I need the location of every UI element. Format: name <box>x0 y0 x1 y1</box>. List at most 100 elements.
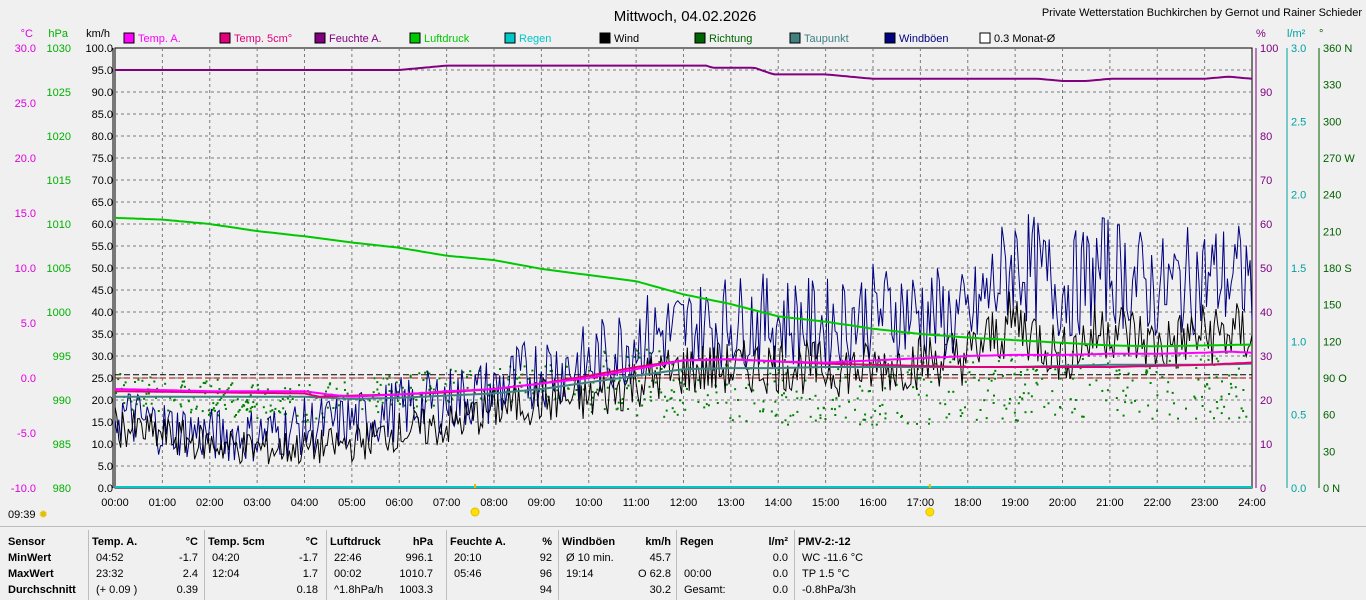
direction-point <box>988 377 990 380</box>
x-tick-label: 01:00 <box>149 497 177 509</box>
axis-tick-label: 180 S <box>1323 263 1352 275</box>
direction-point <box>1242 410 1245 412</box>
direction-point <box>672 379 675 382</box>
direction-point <box>614 387 617 390</box>
stats-block-head: Luftdruck <box>330 536 381 548</box>
x-tick-label: 04:00 <box>291 497 319 509</box>
direction-point <box>838 405 841 408</box>
direction-point <box>986 389 989 392</box>
stats-table: Sensor MinWert MaxWert Durchschnitt Temp. A.… <box>0 528 1366 600</box>
stats-block-head: Windböen <box>562 536 616 548</box>
direction-point <box>916 422 918 425</box>
stats-row-label: Sensor <box>8 536 46 548</box>
direction-point <box>858 385 861 388</box>
direction-point <box>327 386 330 389</box>
stats-block-head: Regen <box>680 536 714 548</box>
direction-point <box>1024 383 1027 386</box>
direction-point <box>382 377 385 380</box>
direction-point <box>179 403 182 406</box>
direction-point <box>205 380 208 383</box>
direction-point <box>1130 401 1133 404</box>
direction-point <box>615 408 618 411</box>
direction-point <box>952 358 955 361</box>
direction-point <box>279 411 282 414</box>
direction-point <box>715 391 718 394</box>
direction-point <box>896 411 899 414</box>
direction-point <box>542 389 545 392</box>
direction-point <box>1024 411 1027 414</box>
direction-point <box>249 407 252 410</box>
direction-point <box>248 410 251 413</box>
direction-point <box>251 384 254 387</box>
sun-marker-icon-sunrise <box>470 507 480 517</box>
direction-point <box>1215 376 1218 379</box>
direction-point <box>396 399 399 402</box>
legend-swatch <box>979 32 991 44</box>
direction-point <box>180 386 183 389</box>
direction-point <box>249 394 252 397</box>
axis-tick-label: 55.0 <box>92 241 113 253</box>
direction-point <box>1215 401 1218 403</box>
direction-point <box>725 383 728 386</box>
direction-point <box>1220 398 1223 401</box>
axis-tick-label: 980 <box>53 483 71 495</box>
direction-point <box>753 402 756 405</box>
direction-point <box>972 361 975 364</box>
direction-point <box>621 402 623 405</box>
direction-point <box>521 373 524 376</box>
direction-point <box>135 403 138 406</box>
direction-point <box>935 362 938 365</box>
direction-point <box>734 388 737 391</box>
direction-point <box>117 378 120 381</box>
direction-point <box>250 386 253 389</box>
direction-point <box>324 394 327 397</box>
stats-cell-value: 1.7 <box>302 568 318 580</box>
stats-cell-value: 96 <box>539 568 552 580</box>
direction-point <box>835 397 838 400</box>
direction-point <box>430 387 433 390</box>
direction-point <box>716 402 719 404</box>
direction-point <box>775 413 778 416</box>
direction-point <box>707 404 710 407</box>
axis-tick-label: 3.0 <box>1291 43 1306 55</box>
axis-tick-label: 300 <box>1323 116 1341 128</box>
direction-point <box>1220 412 1223 415</box>
direction-point <box>731 419 734 422</box>
direction-point <box>922 378 925 381</box>
direction-point <box>337 404 340 407</box>
direction-point <box>134 381 136 383</box>
axis-tick-label: 20.0 <box>92 395 113 407</box>
direction-point <box>224 407 227 410</box>
legend-swatch <box>409 32 421 44</box>
stats-block-head: Temp. A. <box>92 536 138 548</box>
direction-point <box>869 362 872 365</box>
direction-point <box>705 403 708 406</box>
direction-point <box>762 408 765 411</box>
axis-tick-label: 985 <box>53 439 71 451</box>
direction-point <box>425 377 428 380</box>
direction-point <box>874 409 877 412</box>
direction-point <box>418 372 421 375</box>
direction-point <box>1027 392 1030 395</box>
direction-point <box>279 400 282 402</box>
direction-point <box>1168 359 1171 362</box>
direction-point <box>524 391 527 394</box>
direction-point <box>444 382 447 385</box>
x-tick-label: 09:00 <box>528 497 556 509</box>
direction-point <box>187 400 190 403</box>
direction-point <box>344 389 346 391</box>
axis-tick-label: 95.0 <box>92 65 113 77</box>
direction-point <box>346 392 349 395</box>
direction-point <box>997 360 1000 363</box>
direction-point <box>265 411 268 414</box>
axis-unit-label: % <box>1256 28 1266 40</box>
axis-tick-label: 0 <box>1260 483 1266 495</box>
direction-point <box>785 396 788 399</box>
direction-point <box>547 395 550 398</box>
direction-point <box>649 352 652 355</box>
direction-point <box>1032 368 1035 371</box>
direction-point <box>153 380 156 383</box>
direction-point <box>214 409 216 412</box>
direction-point <box>809 415 812 418</box>
direction-point <box>156 387 159 390</box>
